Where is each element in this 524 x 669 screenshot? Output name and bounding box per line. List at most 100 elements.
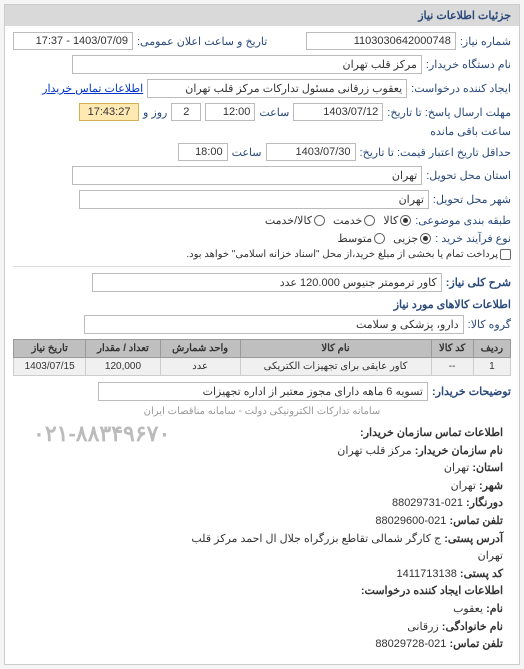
last-v: زرقانی (407, 621, 438, 633)
row-province: استان محل تحویل: تهران (13, 166, 511, 185)
panel-body: شماره نیاز: 1103030642000748 تاریخ و ساع… (5, 26, 519, 664)
td-name: کاور عایقی برای تجهیزات الکتریکی (240, 358, 431, 376)
radio-both[interactable]: کالا/خدمت (265, 214, 325, 227)
row-request-no: شماره نیاز: 1103030642000748 تاریخ و ساع… (13, 32, 511, 50)
announce-value: 1403/07/09 - 17:37 (13, 32, 133, 50)
radio-medium[interactable]: متوسط (338, 232, 386, 245)
td-date: 1403/07/15 (14, 358, 86, 376)
group-value: دارو، پزشکی و سلامت (84, 315, 464, 334)
th-row: ردیف (473, 340, 510, 358)
items-title: اطلاعات کالاهای مورد نیاز (13, 298, 511, 311)
row-buyer-notes: توضیحات خریدار: تسویه 6 ماهه دارای مجوز … (13, 382, 511, 401)
prefix-v: 021-88029731 (392, 497, 463, 509)
validity-date: 1403/07/30 (266, 143, 356, 161)
checkbox-icon (500, 249, 511, 260)
request-no-label: شماره نیاز: (460, 35, 511, 48)
city-k: شهر: (479, 480, 503, 492)
contact-section: اطلاعات تماس سازمان خریدار: نام سازمان خ… (13, 421, 511, 658)
city-label: شهر محل تحویل: (433, 193, 511, 206)
contact-title1: اطلاعات تماس سازمان خریدار: (178, 425, 503, 443)
validity-label: حداقل تاریخ اعتبار قیمت: تا تاریخ: (360, 146, 511, 159)
countdown-timer: 17:43:27 (79, 103, 139, 121)
org-v: مرکز قلب تهران (337, 445, 411, 457)
desc-value: کاور ترمومتر جنیوس 120.000 عدد (92, 273, 442, 292)
requester-label: ایجاد کننده درخواست: (411, 82, 511, 95)
radio-icon (420, 233, 431, 244)
days-label: روز و (143, 106, 167, 119)
row-category: طبقه بندی موضوعی: کالا خدمت کالا/خدمت (13, 214, 511, 227)
radio-kala-label: کالا (383, 214, 398, 227)
city-v: تهران (451, 480, 476, 492)
radio-icon (314, 215, 325, 226)
phone2-v: 021-88029728 (375, 638, 446, 650)
td-code: -- (431, 358, 473, 376)
row-city: شهر محل تحویل: تهران (13, 190, 511, 209)
contact-details: اطلاعات تماس سازمان خریدار: نام سازمان خ… (170, 421, 511, 658)
city-value: تهران (79, 190, 429, 209)
announce-label: تاریخ و ساعت اعلان عمومی: (137, 35, 267, 48)
contact-title2: اطلاعات ایجاد کننده درخواست: (178, 583, 503, 601)
row-validity: حداقل تاریخ اعتبار قیمت: تا تاریخ: 1403/… (13, 143, 511, 161)
deadline-label: مهلت ارسال پاسخ: تا تاریخ: (387, 106, 511, 119)
radio-kala[interactable]: کالا (383, 214, 411, 227)
details-panel: جزئیات اطلاعات نیاز شماره نیاز: 11030306… (4, 4, 520, 665)
validity-time: 18:00 (178, 143, 228, 161)
category-label: طبقه بندی موضوعی: (415, 214, 511, 227)
th-date: تاریخ نیاز (14, 340, 86, 358)
prov-v: تهران (444, 462, 469, 474)
addr-k: آدرس پستی: (444, 533, 503, 545)
countdown-suffix: ساعت باقی مانده (430, 125, 511, 138)
deadline-time: 12:00 (205, 103, 255, 121)
desc-label: شرح کلی نیاز: (446, 276, 511, 289)
td-qty: 120,000 (86, 358, 160, 376)
days-remaining: 2 (171, 103, 201, 121)
radio-icon (400, 215, 411, 226)
phone-v: 021-88029600 (375, 515, 446, 527)
row-process: نوع فرآیند خرید : جزیی متوسط پرداخت تمام… (13, 232, 511, 260)
category-radio-group: کالا خدمت کالا/خدمت (265, 214, 411, 227)
buyer-notes-label: توضیحات خریدار: (432, 385, 511, 398)
buyer-notes-value: تسویه 6 ماهه دارای مجوز معتبر از اداره ت… (98, 382, 428, 401)
th-qty: تعداد / مقدار (86, 340, 160, 358)
table-row: 1 -- کاور عایقی برای تجهیزات الکتریکی عد… (14, 358, 511, 376)
proc-note-check: پرداخت تمام یا بخشی از مبلغ خرید،از محل … (186, 249, 511, 260)
request-no-value: 1103030642000748 (306, 32, 456, 50)
panel-title: جزئیات اطلاعات نیاز (5, 5, 519, 26)
time-label-2: ساعت (232, 146, 262, 159)
buyer-org-label: نام دستگاه خریدار: (426, 58, 511, 71)
prefix-k: دورنگار: (466, 497, 503, 509)
row-buyer-org: نام دستگاه خریدار: مرکز قلب تهران (13, 55, 511, 74)
row-requester: ایجاد کننده درخواست: یعقوب زرقانی مسئول … (13, 79, 511, 98)
td-unit: عدد (160, 358, 240, 376)
radio-service-label: خدمت (333, 214, 362, 227)
province-value: تهران (72, 166, 422, 185)
last-k: نام خانوادگی: (442, 621, 503, 633)
phone2-k: تلفن تماس: (449, 638, 503, 650)
radio-both-label: کالا/خدمت (265, 214, 312, 227)
org-k: نام سازمان خریدار: (415, 445, 503, 457)
td-row: 1 (473, 358, 510, 376)
group-label: گروه کالا: (468, 318, 511, 331)
phone-k: تلفن تماس: (449, 515, 503, 527)
radio-icon (374, 233, 385, 244)
th-code: کد کالا (431, 340, 473, 358)
table-header-row: ردیف کد کالا نام کالا واحد شمارش تعداد /… (14, 340, 511, 358)
name-k: نام: (486, 603, 503, 615)
th-name: نام کالا (240, 340, 431, 358)
prov-k: استان: (472, 462, 503, 474)
radio-small-label: جزیی (393, 232, 418, 245)
radio-icon (364, 215, 375, 226)
row-group: گروه کالا: دارو، پزشکی و سلامت (13, 315, 511, 334)
radio-service[interactable]: خدمت (333, 214, 375, 227)
big-phone-watermark: ۰۲۱-۸۸۳۴۹۶۷۰ (13, 421, 170, 447)
row-deadline: مهلت ارسال پاسخ: تا تاریخ: 1403/07/12 سا… (13, 103, 511, 138)
province-label: استان محل تحویل: (426, 169, 511, 182)
name-v: یعقوب (453, 603, 483, 615)
post-v: 1411713138 (396, 568, 456, 580)
time-label-1: ساعت (259, 106, 289, 119)
watermark-text: سامانه تدارکات الکترونیکی دولت - سامانه … (13, 406, 511, 417)
radio-small[interactable]: جزیی (393, 232, 431, 245)
buyer-contact-link[interactable]: اطلاعات تماس خریدار (42, 82, 143, 95)
items-table: ردیف کد کالا نام کالا واحد شمارش تعداد /… (13, 339, 511, 376)
th-unit: واحد شمارش (160, 340, 240, 358)
